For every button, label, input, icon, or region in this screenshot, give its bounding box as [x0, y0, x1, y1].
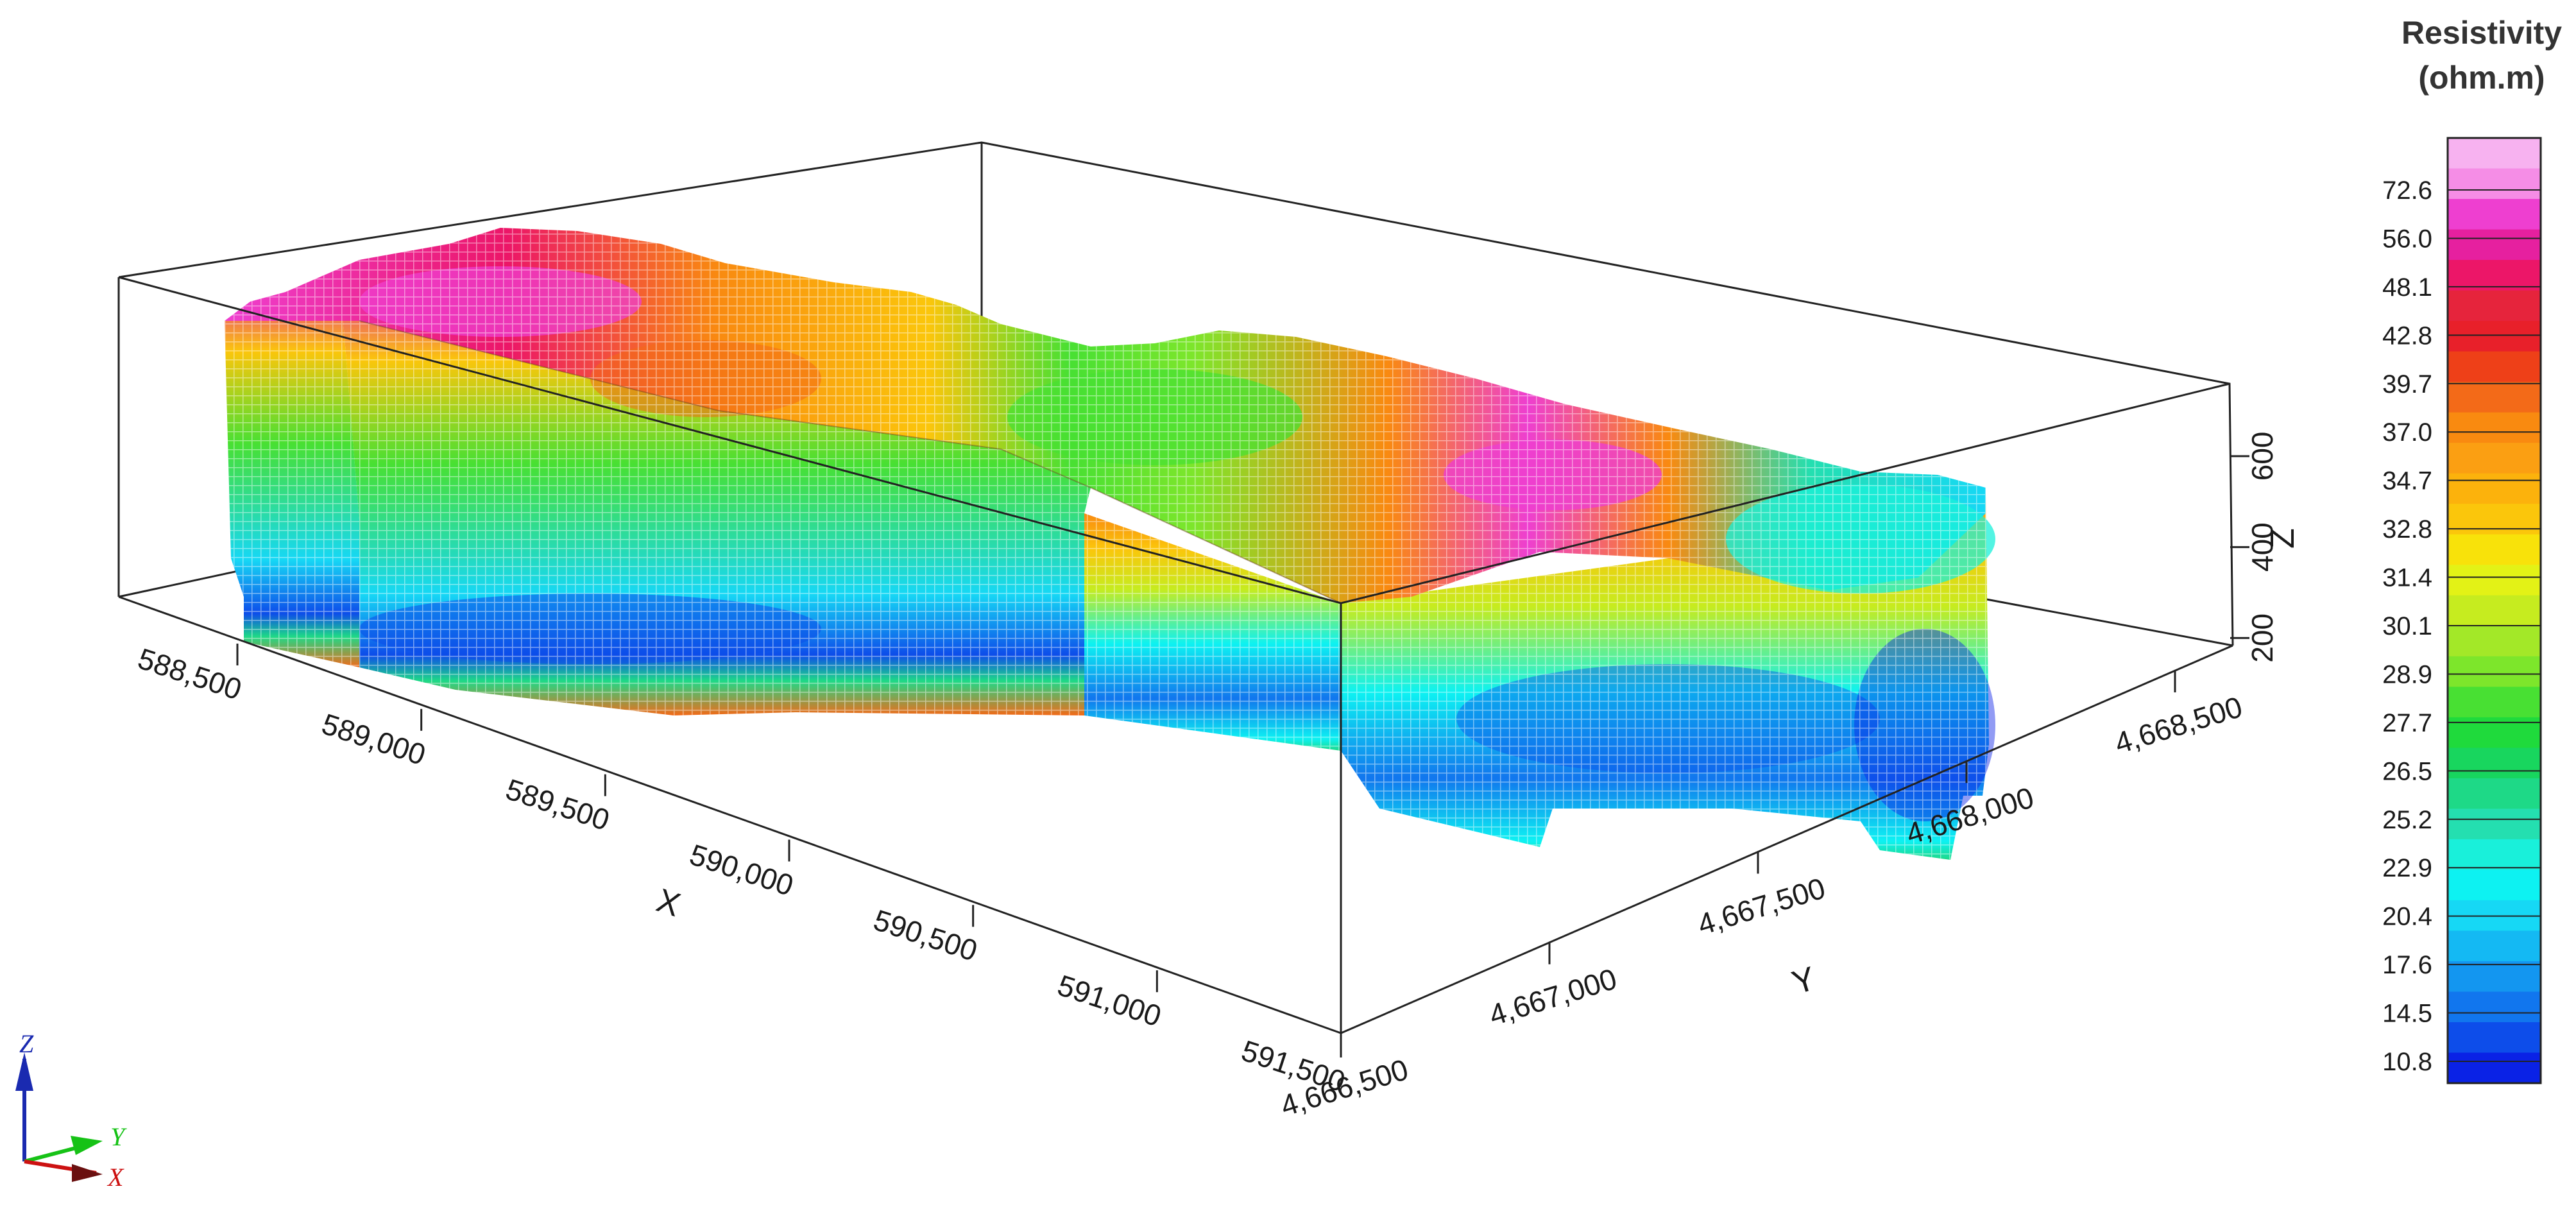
colorbar-swatch: [2448, 991, 2541, 1023]
colorbar-title-line-1: Resistivity: [2401, 15, 2562, 51]
colorbar-swatch: [2448, 626, 2541, 657]
colorbar-swatch: [2448, 290, 2541, 321]
colorbar-swatch: [2448, 748, 2541, 779]
triad-x-arrowhead-icon: [72, 1164, 103, 1182]
colorbar-swatch: [2448, 351, 2541, 382]
x-tick-label: 591,000: [1053, 968, 1165, 1033]
y-tick-label: 4,667,500: [1694, 871, 1829, 941]
x-tick-label: 588,500: [134, 642, 246, 706]
colorbar-frame: [2446, 137, 2542, 1084]
colorbar-swatch: [2448, 321, 2541, 352]
colorbar-swatch: [2448, 839, 2541, 870]
triad-y-arrowhead-icon: [71, 1136, 103, 1155]
colorbar-tick-label: 17.6: [2382, 951, 2432, 979]
colorbar-swatch: [2448, 382, 2541, 413]
colorbar-title-line-2: (ohm.m): [2418, 60, 2545, 96]
colorbar-tick-label: 28.9: [2382, 660, 2432, 689]
x-tick-label: 590,500: [869, 903, 981, 968]
colorbar-swatch: [2448, 260, 2541, 291]
colorbar-swatch: [2448, 504, 2541, 535]
colorbar-ticks: 72.6 56.0 48.1 42.8 39.7 37.0 34.7 32.8 31.4 30.1…: [2382, 176, 2541, 1076]
colorbar-tick-label: 20.4: [2382, 903, 2432, 931]
z-axis-label: Z: [2264, 528, 2301, 549]
bounding-box: [117, 141, 2234, 647]
colorbar-tick-label: 30.1: [2382, 612, 2432, 640]
y-axis-label: Y: [1788, 960, 1820, 1002]
colorbar-tick-label: 25.2: [2382, 806, 2432, 834]
colorbar-legend: Resistivity (ohm.m) 72.6 56.0 48.1 42.8 39.7…: [2382, 15, 2562, 1084]
x-tick-label: 589,000: [318, 707, 429, 772]
orientation-triad: Z Y X: [15, 1029, 127, 1192]
z-axis-ticks: 200 400 600: [2230, 431, 2279, 663]
z-tick-label: 600: [2246, 431, 2279, 481]
colorbar-swatch: [2448, 565, 2541, 596]
colorbar-swatch: [2448, 473, 2541, 504]
triad-x-label: X: [107, 1163, 124, 1192]
colorbar-swatch: [2448, 138, 2541, 169]
colorbar-tick-label: 31.4: [2382, 564, 2432, 592]
triad-z-arrowhead-icon: [15, 1052, 33, 1091]
y-tick-label: 4,667,000: [1485, 962, 1621, 1032]
y-tick-label: 4,668,500: [2111, 690, 2246, 760]
colorbar-tick-label: 48.1: [2382, 273, 2432, 302]
colorbar-swatch: [2448, 595, 2541, 626]
colorbar-tick-label: 42.8: [2382, 321, 2432, 350]
colorbar-tick-label: 10.8: [2382, 1048, 2432, 1076]
colorbar-swatch: [2448, 930, 2541, 962]
colorbar-swatch: [2448, 534, 2541, 565]
colorbar-tick-label: 37.0: [2382, 418, 2432, 447]
colorbar-swatch: [2448, 778, 2541, 809]
colorbar-tick-label: 39.7: [2382, 370, 2432, 398]
colorbar-swatch: [2448, 961, 2541, 992]
triad-z-label: Z: [19, 1029, 34, 1058]
colorbar-swatch: [2448, 809, 2541, 840]
resistivity-block-body: [225, 228, 1995, 860]
triad-y-label: Y: [110, 1122, 127, 1151]
colorbar-tick-label: 72.6: [2382, 176, 2432, 205]
x-axis-label: X: [652, 882, 685, 924]
colorbar-tick-label: 27.7: [2382, 709, 2432, 737]
colorbar-swatch: [2448, 656, 2541, 687]
colorbar-swatch: [2448, 168, 2541, 200]
colorbar-tick-label: 56.0: [2382, 225, 2432, 253]
z-tick-label: 200: [2246, 613, 2279, 663]
x-tick-label: 590,000: [686, 837, 798, 902]
colorbar-tick-label: 32.8: [2382, 515, 2432, 544]
box-back-edges: [117, 141, 2234, 647]
colorbar-swatches: [2446, 137, 2542, 1084]
colorbar-tick-label: 22.9: [2382, 854, 2432, 882]
colorbar-tick-label: 26.5: [2382, 757, 2432, 785]
colorbar-tick-label: 14.5: [2382, 1000, 2432, 1028]
colorbar-swatch: [2448, 229, 2541, 261]
colorbar-swatch: [2448, 1022, 2541, 1053]
colorbar-swatch: [2448, 412, 2541, 443]
colorbar-swatch: [2448, 869, 2541, 901]
colorbar-swatch: [2448, 687, 2541, 718]
colorbar-tick-label: 34.7: [2382, 467, 2432, 495]
x-tick-label: 589,500: [502, 772, 613, 837]
z-tick-label: 400: [2246, 522, 2279, 572]
colorbar-swatch: [2448, 199, 2541, 230]
colorbar-swatch: [2448, 1052, 2541, 1084]
colorbar-swatch: [2448, 443, 2541, 474]
